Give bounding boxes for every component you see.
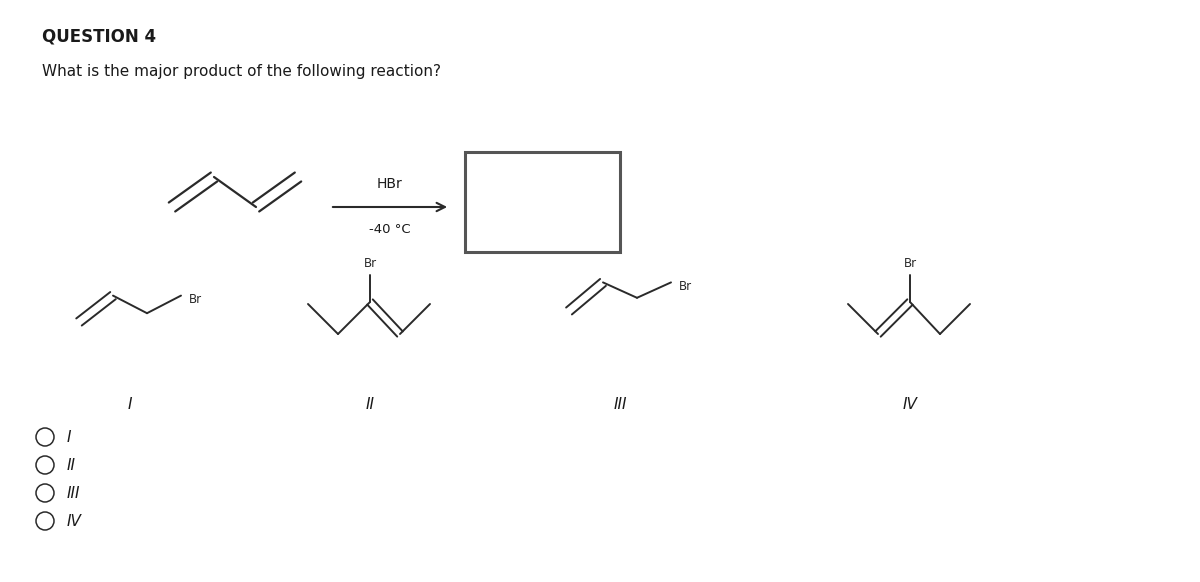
Text: I: I bbox=[127, 397, 132, 412]
Text: IV: IV bbox=[67, 513, 82, 528]
Text: II: II bbox=[366, 397, 374, 412]
Text: III: III bbox=[613, 397, 626, 412]
Text: Br: Br bbox=[364, 257, 377, 270]
Circle shape bbox=[36, 456, 54, 474]
Text: I: I bbox=[67, 430, 72, 445]
Text: QUESTION 4: QUESTION 4 bbox=[42, 27, 156, 45]
Text: II: II bbox=[67, 457, 76, 473]
Text: IV: IV bbox=[902, 397, 918, 412]
Text: III: III bbox=[67, 485, 80, 501]
Text: HBr: HBr bbox=[377, 177, 403, 191]
Text: -40 °C: -40 °C bbox=[370, 223, 410, 236]
Text: Br: Br bbox=[904, 257, 917, 270]
Text: What is the major product of the following reaction?: What is the major product of the followi… bbox=[42, 64, 442, 79]
Bar bbox=[466, 152, 620, 252]
Circle shape bbox=[36, 512, 54, 530]
Text: Br: Br bbox=[190, 293, 202, 306]
Circle shape bbox=[36, 484, 54, 502]
Circle shape bbox=[36, 428, 54, 446]
Text: Br: Br bbox=[679, 280, 692, 293]
